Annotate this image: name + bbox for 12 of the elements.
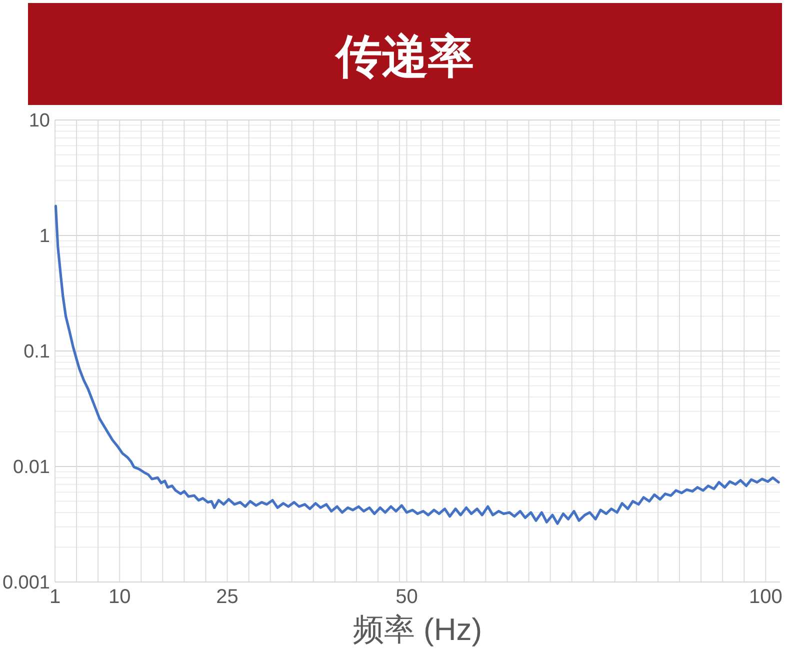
y-tick-label: 0.01: [13, 457, 50, 478]
y-tick-label: 1: [39, 226, 50, 248]
x-tick-label: 100: [748, 586, 782, 608]
y-tick-label: 10: [28, 110, 50, 132]
x-tick-label: 10: [108, 586, 131, 608]
chart-title: 传递率: [334, 31, 474, 82]
y-tick-label: 0.001: [2, 572, 50, 594]
line-series: [54, 204, 780, 525]
y-tick-label: 0.1: [24, 342, 50, 363]
x-tick-label: 50: [396, 586, 418, 608]
x-tick-label: 25: [216, 586, 238, 608]
x-axis-title: 频率 (Hz): [352, 612, 482, 647]
